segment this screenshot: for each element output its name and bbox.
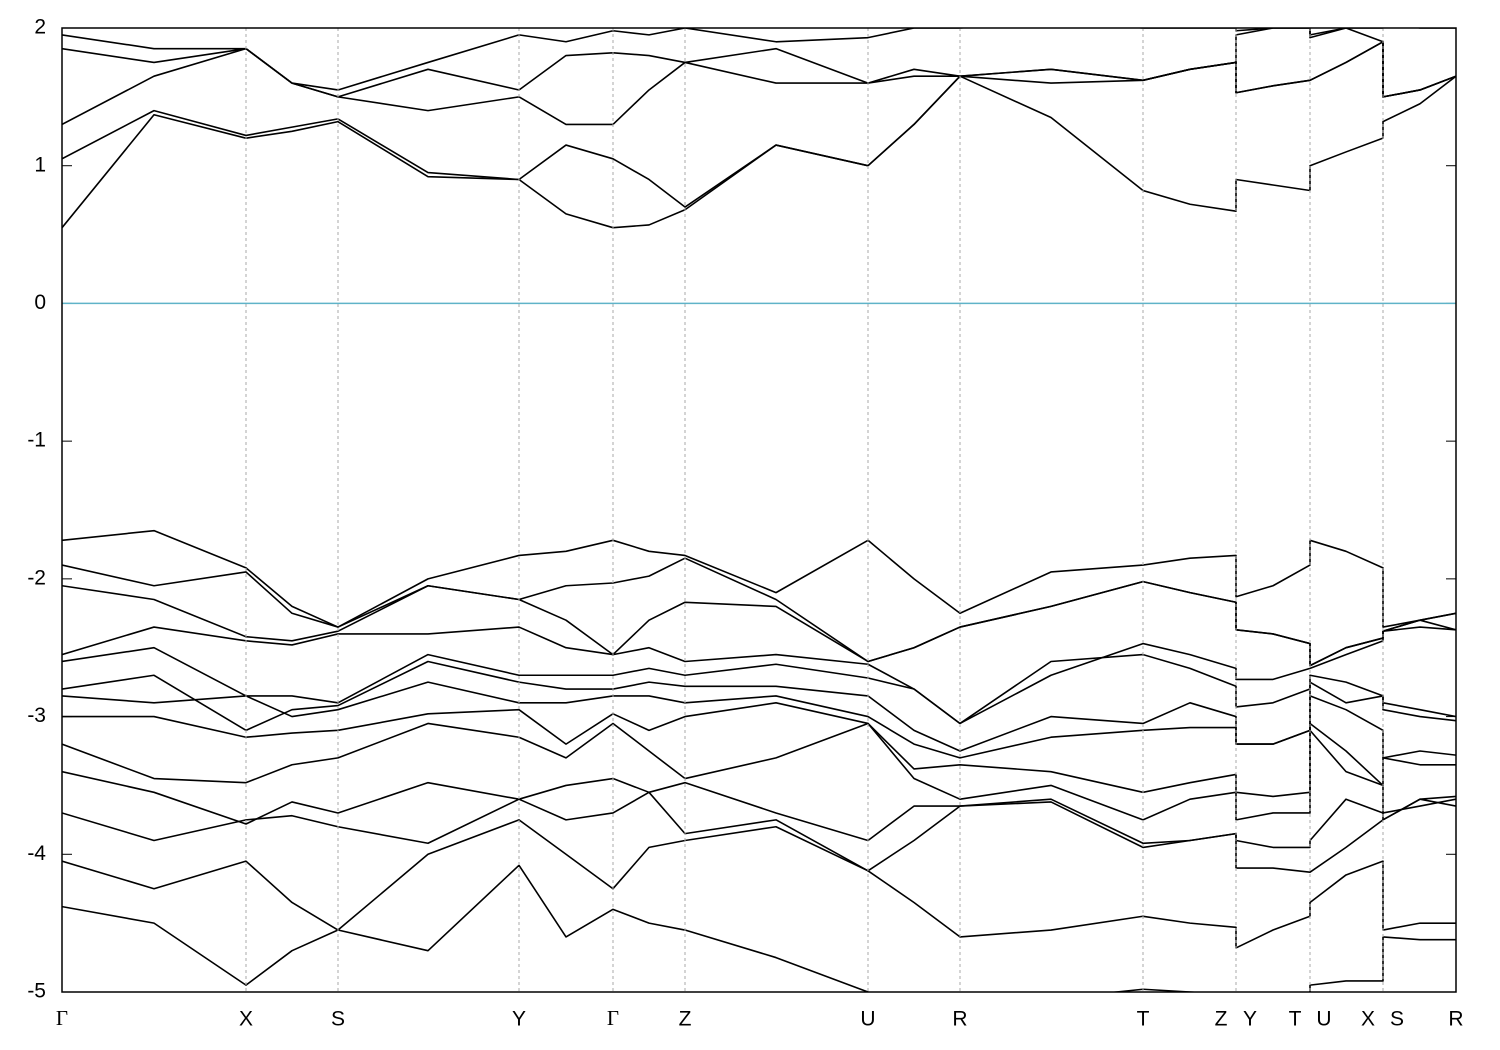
x-tick-label: S <box>1390 1008 1404 1031</box>
x-tick-label: X <box>239 1008 253 1031</box>
band-line <box>62 681 1456 759</box>
x-tick-label: X <box>1361 1008 1375 1031</box>
y-tick-label: 1 <box>34 153 46 176</box>
y-tick-label: 0 <box>34 291 46 314</box>
band-line <box>62 791 1456 873</box>
band-line <box>62 660 1456 752</box>
plot-frame <box>61 27 1457 993</box>
x-tick-label: T <box>1137 1008 1150 1031</box>
band-line <box>62 646 1456 725</box>
x-tick-label: Z <box>1215 1008 1228 1031</box>
band-line <box>62 580 1456 667</box>
band-line <box>62 28 1456 91</box>
y-tick-label: -3 <box>27 704 46 727</box>
y-tick-label: -2 <box>27 566 46 589</box>
band-line <box>62 819 1456 949</box>
band-line <box>62 626 1456 725</box>
bands <box>62 28 1456 992</box>
x-tick-label: S <box>331 1008 345 1031</box>
band-line <box>62 770 1456 849</box>
band-line <box>62 702 1456 798</box>
y-tick-label: -4 <box>27 842 46 865</box>
x-tick-label: Γ <box>56 1006 68 1030</box>
band-line <box>62 28 1456 98</box>
band-line <box>62 557 1456 667</box>
band-line <box>62 864 1456 992</box>
x-tick-label: Z <box>679 1008 692 1031</box>
y-tick-label: -1 <box>27 429 46 452</box>
y-tick-label: 2 <box>34 16 46 39</box>
band-line <box>62 40 1456 126</box>
x-tick-label: Γ <box>607 1006 619 1030</box>
band-line <box>62 529 1456 628</box>
x-tick-label: Y <box>512 1008 526 1031</box>
band-line <box>62 722 1456 821</box>
x-tick-label: R <box>1448 1008 1463 1031</box>
x-tick-label: R <box>952 1008 967 1031</box>
x-tick-label: Y <box>1243 1008 1257 1031</box>
x-tick-label: U <box>860 1008 875 1031</box>
x-tick-label: U <box>1316 1008 1331 1031</box>
band-line <box>62 75 1456 229</box>
y-tick-label: -5 <box>27 980 46 1003</box>
x-tick-label: T <box>1289 1008 1302 1031</box>
